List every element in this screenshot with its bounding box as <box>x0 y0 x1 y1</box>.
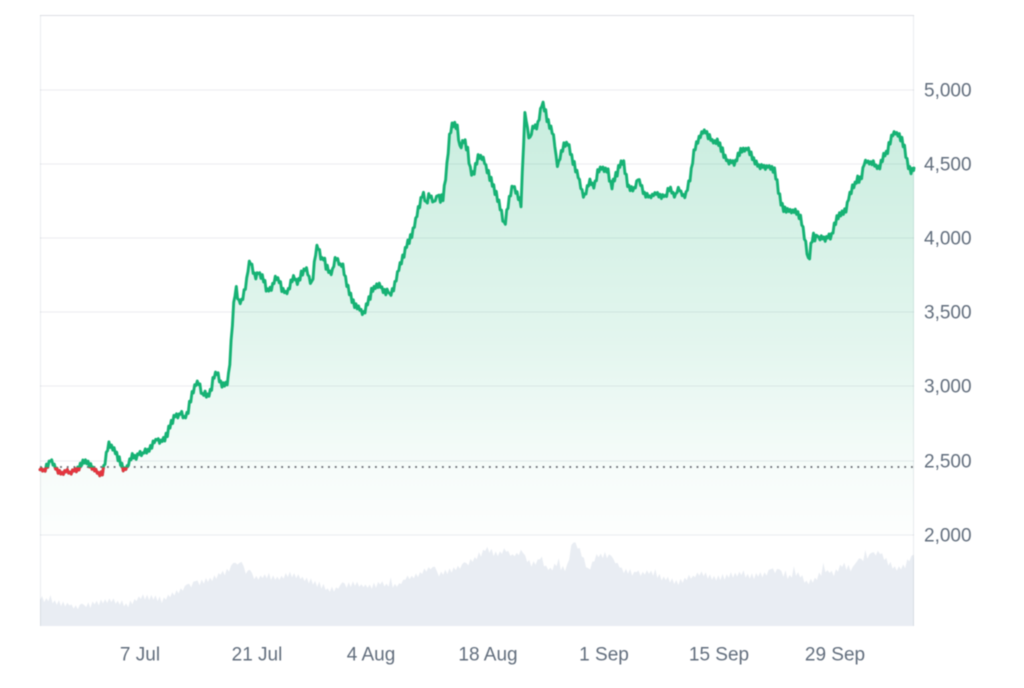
svg-text:3,000: 3,000 <box>924 377 972 398</box>
svg-text:2,500: 2,500 <box>924 452 972 473</box>
svg-text:4 Aug: 4 Aug <box>347 645 396 666</box>
svg-text:4,500: 4,500 <box>924 155 972 176</box>
svg-text:3,500: 3,500 <box>924 303 972 324</box>
svg-text:5,000: 5,000 <box>924 81 972 102</box>
svg-text:7 Jul: 7 Jul <box>120 645 160 666</box>
svg-text:2,000: 2,000 <box>924 526 972 547</box>
svg-text:21 Jul: 21 Jul <box>232 645 283 666</box>
svg-text:29 Sep: 29 Sep <box>805 645 865 666</box>
svg-text:4,000: 4,000 <box>924 229 972 250</box>
svg-text:18 Aug: 18 Aug <box>458 645 517 666</box>
svg-text:1 Sep: 1 Sep <box>579 645 629 666</box>
svg-text:15 Sep: 15 Sep <box>689 645 749 666</box>
